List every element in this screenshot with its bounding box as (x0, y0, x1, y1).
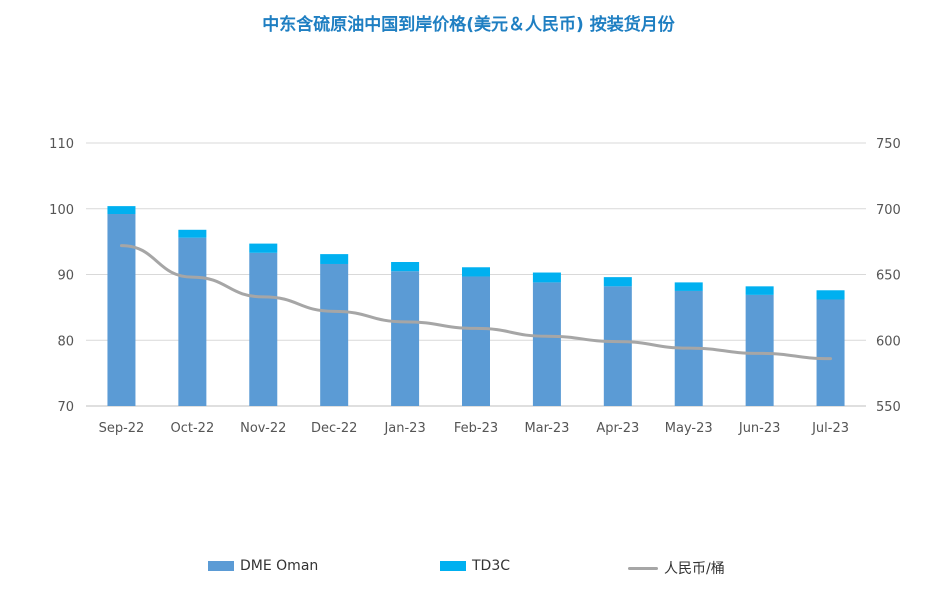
legend-swatch-rmb (628, 566, 658, 570)
y-left-tick-label: 70 (57, 400, 74, 415)
line-layer (119, 244, 833, 361)
legend-label-td3c: TD3C (472, 558, 511, 574)
legend-item-td3c: TD3C (440, 558, 510, 574)
bar-dme-oman (603, 286, 632, 406)
y-left-tick-label: 80 (57, 334, 74, 349)
x-tick-label: Jan-23 (383, 421, 425, 436)
chart-legend: DME Oman TD3C 人民币/桶 (0, 558, 937, 580)
bar-td3c (107, 206, 136, 215)
legend-label-rmb: 人民币/桶 (664, 561, 725, 577)
x-tick-label: Feb-23 (454, 421, 498, 436)
y-left-tick-label: 100 (49, 203, 74, 218)
y-right-tick-label: 600 (876, 334, 901, 349)
x-tick-label: Dec-22 (311, 421, 357, 436)
bar-td3c (391, 262, 420, 272)
bar-td3c (462, 267, 490, 277)
bar-dme-oman (532, 282, 561, 406)
legend-item-rmb: 人民币/桶 (628, 558, 725, 578)
axis-layer: 70 80 90 100 110 550 600 650 700 750 Sep-22 Oct-22 N… (49, 137, 901, 436)
x-tick-label: Sep-22 (99, 421, 145, 436)
y-left-tick-label: 110 (49, 137, 74, 152)
y-right-tick-label: 550 (876, 400, 901, 415)
line-rmb (119, 244, 833, 361)
x-tick-label: Mar-23 (524, 421, 569, 436)
chart-title: 中东含硫原油中国到岸价格(美元＆人民币) 按装货月份 (262, 15, 675, 35)
bar-dme-oman (391, 271, 420, 406)
bar-dme-oman (178, 237, 207, 406)
bar-td3c (603, 277, 632, 287)
bar-td3c (816, 290, 845, 300)
bar-dme-oman (107, 214, 136, 406)
x-tick-label: Apr-23 (596, 421, 639, 436)
bar-dme-oman (249, 252, 278, 406)
bar-dme-oman (462, 276, 490, 406)
legend-label-dme-oman: DME Oman (240, 558, 319, 574)
x-tick-label: Oct-22 (171, 421, 215, 436)
bar-td3c (249, 243, 278, 253)
bar-dme-oman (745, 294, 774, 406)
bar-td3c (674, 282, 703, 291)
legend-item-dme-oman: DME Oman (208, 558, 318, 574)
bar-dme-oman (320, 263, 349, 406)
x-tick-label: May-23 (665, 421, 713, 436)
bar-td3c (532, 272, 561, 283)
bar-td3c (320, 254, 349, 264)
bar-layer (107, 206, 845, 406)
x-tick-label: Jun-23 (738, 421, 781, 436)
bar-dme-oman (816, 299, 845, 406)
y-right-tick-label: 750 (876, 137, 901, 152)
bar-td3c (178, 229, 207, 238)
y-right-tick-label: 700 (876, 203, 901, 218)
x-tick-label: Nov-22 (240, 421, 286, 436)
y-left-tick-label: 90 (57, 269, 74, 284)
legend-swatch-td3c (440, 561, 466, 571)
bar-td3c (745, 286, 774, 295)
y-right-tick-label: 650 (876, 269, 901, 284)
legend-swatch-dme-oman (208, 561, 234, 571)
x-tick-label: Jul-23 (811, 421, 849, 436)
